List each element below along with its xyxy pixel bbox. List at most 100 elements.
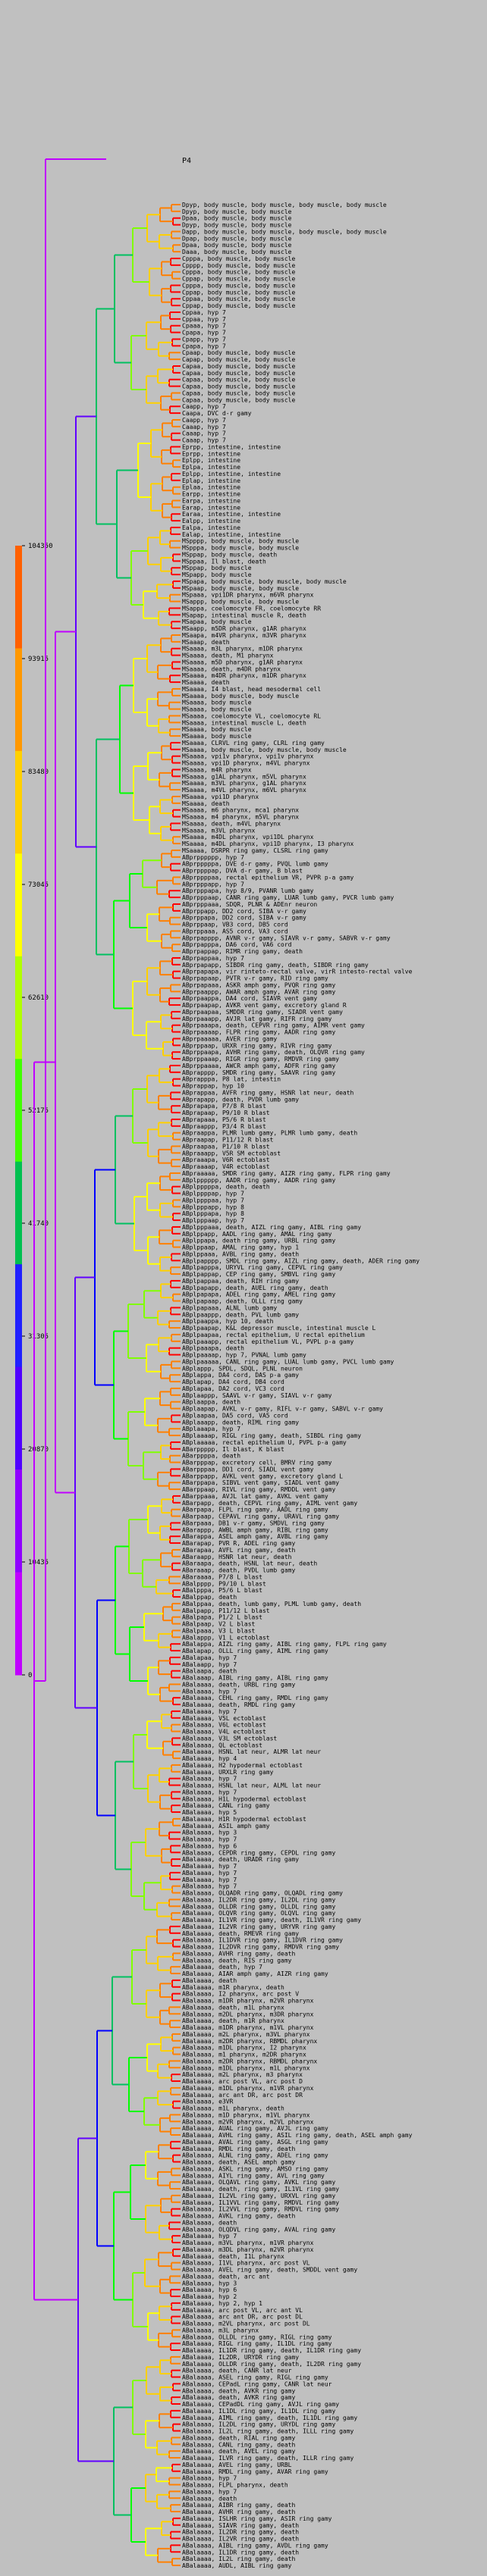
leaf-label: ABalaaaa, H2 hypodermal ectoblast	[182, 1762, 303, 1769]
legend-tick-label: 31305	[28, 1333, 49, 1341]
leaf-label: ABalaaaa, hyp 7	[182, 1688, 237, 1695]
leaf-label: ABalaaaa, RIGL ring gamy, IL1DL ring gam…	[182, 2340, 332, 2347]
leaf-label: MSappa, coelomocyte FR, coelomocyte RR	[182, 605, 321, 612]
leaf-label: Caapa, DVC d-r gamy	[182, 410, 252, 417]
leaf-label: ABaraaap, death, PVDL lumb gamy	[182, 1567, 295, 1574]
leaf-label: ABprpaapap, AVKR vent gamy, excretory gl…	[182, 1002, 347, 1009]
leaf-label: ABprpapppa, DA6 cord, VA6 cord	[182, 941, 292, 948]
legend-color-segment	[15, 648, 22, 752]
leaf-label: ABalaaaa, OLQVR ring gamy, OLQVL ring ga…	[182, 1910, 335, 1917]
leaf-label: ABalaaaa, hyp 7	[182, 1870, 237, 1876]
leaf-label: ABaraaaa, P7/8 L blast	[182, 1573, 262, 1580]
leaf-label: MSaaaa, death	[182, 679, 230, 686]
leaf-label: MSaaaa, death	[182, 800, 230, 807]
leaf-label: Cpppp, body muscle, body muscle	[182, 262, 295, 269]
leaf-label: ABalaaaa, IL1VVL ring gamy, RMDVL ring g…	[182, 2199, 339, 2206]
leaf-label: Earap, intestine	[182, 504, 240, 511]
leaf-label: Capap, body muscle, body muscle	[182, 356, 295, 363]
leaf-label: ABalaaaa, CEPDR ring gamy, CEPDL ring ga…	[182, 1849, 335, 1856]
leaf-label: ABplaappp, SAAVL v-r gamy, SIAVL v-r gam…	[182, 1392, 332, 1399]
leaf-label: ABalaaaa, m2L pharynx, m3 pharynx	[182, 2071, 303, 2078]
leaf-label: ABalaaaa, m2DR pharynx, RBMDL pharynx	[182, 2038, 317, 2045]
leaf-label: ABarpaaa, DB1 v-r gamy, SMDVL ring gamy	[182, 1520, 325, 1526]
leaf-label: ABprpapaaa, ASKR amph gamy, PVQR ring ga…	[182, 981, 335, 988]
leaf-label: ABalaaaa, hyp 3	[182, 2280, 237, 2286]
leaf-label: MSpaap, body muscle, body muscle	[182, 585, 299, 592]
leaf-label: ABalpaap, V2 L blast	[182, 1621, 256, 1628]
leaf-label: ABalaaaa, ISLHR ring gamy, ASIR ring gam…	[182, 2515, 332, 2522]
leaf-label: Cpppa, body muscle, body muscle	[182, 269, 295, 276]
leaf-label: ABplppapa, death ring gamy, URBL ring ga…	[182, 1238, 335, 1244]
leaf-label: ABalaaaa, arc post VL, arc ant VL	[182, 2307, 303, 2314]
leaf-label: Eprpp, intestine, intestine	[182, 443, 281, 450]
leaf-label: MSaaaa, death, m4VL pharynx	[182, 820, 281, 827]
leaf-label: ABprpppapp, hyp 7	[182, 881, 244, 887]
leaf-label: ABalaaaa, AIAR amph gamy, AIZR ring gamy	[182, 1970, 328, 1977]
leaf-label: MSaaaa, body muscle	[182, 700, 252, 706]
leaf-label: ABprpaappa, DA4 cord, SIAVR vent gamy	[182, 995, 317, 1002]
leaf-label: ABalaaaa, m2VL pharynx, arc post DL	[182, 2321, 310, 2327]
leaf-label: MSaaaa, m4R pharynx	[182, 766, 252, 773]
leaf-label: ABalaaaa, IL1DR ring gamy, death	[182, 2549, 299, 2556]
leaf-label: ABalaaaa, V6L ectoblast	[182, 1722, 266, 1729]
leaf-label: ABalaaaa, death, ASEL amph gamy	[182, 2159, 295, 2166]
legend-color-segment	[15, 546, 22, 649]
leaf-label: ABplppapp, AADL ring gamy, AMAL ring gam…	[182, 1231, 332, 1238]
leaf-label: MSaaaa, intestinal muscle L, death	[182, 719, 306, 726]
leaf-label: ABalaaaa, RMDL ring gamy, AVAR ring gamy	[182, 2468, 328, 2475]
leaf-label: Caapp, hyp 7	[182, 403, 226, 410]
leaf-label: Cppap, body muscle, body muscle	[182, 302, 295, 309]
leaf-label: ABalaaaa, m2L pharynx, m3VL pharynx	[182, 2031, 310, 2038]
leaf-label: ABalpppa, P5/6 L blast	[182, 1587, 262, 1594]
leaf-label: ABaraapa, death, HSNL lat neur, death	[182, 1560, 317, 1567]
leaf-label: ABprppaap, URXR ring gamy, RIVR ring gam…	[182, 1042, 332, 1049]
leaf-label: ABalaaaa, RMDL ring gamy, death	[182, 2146, 295, 2152]
leaf-label: ABalaaaa, H1L hypodermal ectoblast	[182, 1795, 306, 1802]
leaf-label: ABalaaaa, IL2DR ring gamy, death	[182, 2529, 299, 2536]
legend-color-segment	[15, 1264, 22, 1368]
leaf-label: ABalaaaa, FLPL pharynx, death	[182, 2482, 288, 2489]
leaf-label: Capaa, body muscle, body muscle	[182, 370, 295, 377]
leaf-label: ABplaaapa, hyp 7	[182, 1426, 240, 1432]
leaf-label: ABalaaaa, AVEL ring gamy, URBL	[182, 2462, 292, 2468]
leaf-label: ABalaaaa, m2DL pharynx, m3DR pharynx	[182, 2011, 314, 2017]
leaf-label: ABalaaaa, arc post VL, arc post D	[182, 2078, 303, 2085]
leaf-label: MSpapp, body muscle	[182, 571, 252, 578]
leaf-label: ABalaaaa, m1DR pharynx, m1VL pharynx	[182, 2024, 314, 2031]
leaf-label: ABprpppppp, hyp 7	[182, 854, 244, 861]
leaf-label: MSaaaa, body muscle	[182, 726, 252, 733]
leaf-label: ABalaaaa, arc ant DR, arc post DL	[182, 2314, 303, 2321]
leaf-label: ABalaaaa, death, m1R pharynx	[182, 2017, 284, 2024]
leaf-label: ABprpaapaa, SMDDR ring gamy, SIADR vent …	[182, 1009, 343, 1016]
leaf-label: ABarapap, PVR R, ADEL ring gamy	[182, 1540, 295, 1547]
leaf-label: ABalapaa, hyp 7	[182, 1654, 237, 1661]
leaf-label: ABalaaaa, IL1DR ring gamy, death, IL1DR …	[182, 2347, 361, 2354]
leaf-label: ABalaaaa, death, ring gamy, IL1VL ring g…	[182, 2186, 339, 2193]
leaf-label: MSpapa, body muscle, body muscle, body m…	[182, 578, 347, 585]
leaf-label: ABalaaaa, e3VR	[182, 2099, 234, 2105]
leaf-label: ABprapppp, SMDR ring gamy, SAAVR ring ga…	[182, 1069, 335, 1076]
leaf-label: ABprpaappp, AWAR amph gamy, AVAR ring ga…	[182, 988, 335, 995]
leaf-label: ABplpapapa, ADEL ring gamy, AMEL ring ga…	[182, 1291, 335, 1298]
legend-tick-label: 93915	[28, 656, 49, 663]
leaf-label: ABalaaaa, AIYL ring gamy, AVL ring gamy	[182, 2172, 325, 2179]
leaf-label: ABprapapp, death, PVDR lumb gamy	[182, 1096, 299, 1103]
leaf-label: ABalaaaa, death	[182, 1977, 237, 1984]
leaf-label: ABalaaaa, ALNL ring gamy, ADEL ring gamy	[182, 2152, 328, 2159]
legend-tick-label: 41740	[28, 1220, 49, 1228]
leaf-label: ABalaaaa, m1DR pharynx, m2VR pharynx	[182, 1998, 314, 2005]
leaf-label: ABplaapap, AVKL v-r gamy, RIFL v-r gamy,…	[182, 1406, 383, 1413]
leaf-label: ABalaaaa, IL1DVR ring gamy, IL1DVR ring …	[182, 1937, 343, 1944]
leaf-label: ABalaaaa, m3L pharynx	[182, 2327, 259, 2333]
leaf-label: ABprpppaaa, SDQR, PLNR & ADEnr neuron	[182, 901, 317, 908]
leaf-label: ABalaaaa, IL1DL ring gamy, IL1DL ring ga…	[182, 2408, 335, 2415]
leaf-label: Dpap, body muscle, body muscle	[182, 235, 292, 242]
leaf-label: ABalaaaa, ASKL ring gamy, AMSO ring gamy	[182, 2165, 328, 2172]
leaf-label: MSppaa, Il blast, death	[182, 558, 266, 565]
leaf-label: ABalaapp, hyp 7	[182, 1661, 237, 1668]
leaf-label: ABplpappap, CEP ring gamy, SMBVL ring ga…	[182, 1271, 335, 1278]
leaf-label: Dpyp, body muscle, body muscle, body mus…	[182, 202, 387, 208]
leaf-label: ABplaaaap, RIGL ring gamy, death, SIBDL …	[182, 1432, 361, 1439]
leaf-label: ABalaaaa, hyp 7	[182, 1789, 237, 1795]
legend-color-segment	[15, 1366, 22, 1470]
